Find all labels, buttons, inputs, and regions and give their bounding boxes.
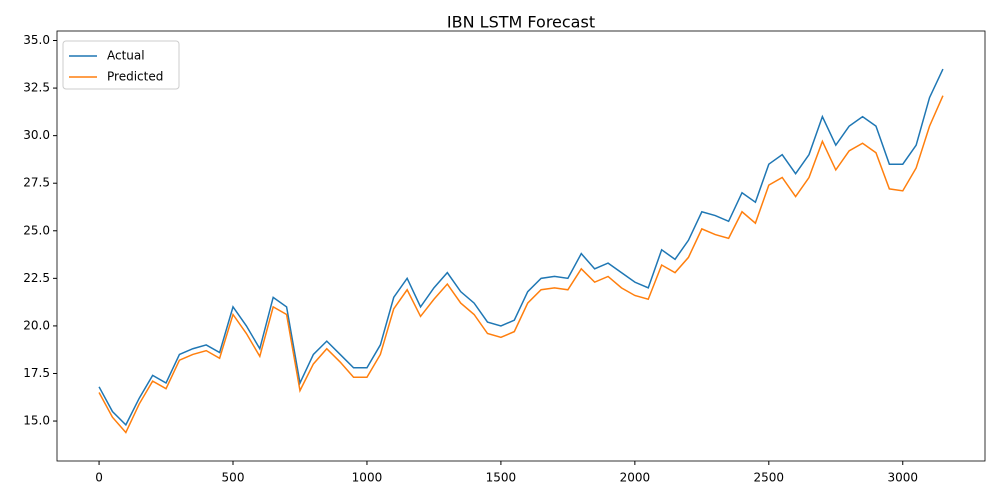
y-tick-label: 35.0 bbox=[23, 33, 50, 47]
x-tick-label: 1500 bbox=[486, 471, 517, 485]
plot-frame bbox=[56, 30, 986, 462]
y-tick-label: 27.5 bbox=[23, 176, 50, 190]
x-tick-label: 2000 bbox=[620, 471, 651, 485]
y-tick-label: 30.0 bbox=[23, 128, 50, 142]
y-tick-label: 15.0 bbox=[23, 414, 50, 428]
y-tick-label: 25.0 bbox=[23, 223, 50, 237]
line-series bbox=[98, 95, 944, 434]
legend-label: Predicted bbox=[107, 70, 163, 84]
y-tick-label: 32.5 bbox=[23, 81, 50, 95]
x-tick-label: 3000 bbox=[887, 471, 918, 485]
line-series bbox=[98, 68, 944, 427]
legend-label: Actual bbox=[107, 49, 145, 63]
x-tick-label: 2500 bbox=[754, 471, 785, 485]
y-tick-label: 17.5 bbox=[23, 366, 50, 380]
y-tick-label: 22.5 bbox=[23, 271, 50, 285]
y-tick-label: 20.0 bbox=[23, 318, 50, 332]
x-tick-label: 1000 bbox=[352, 471, 383, 485]
chart-title: IBN LSTM Forecast bbox=[447, 13, 595, 32]
x-tick-label: 500 bbox=[222, 471, 245, 485]
x-tick-label: 0 bbox=[95, 471, 103, 485]
